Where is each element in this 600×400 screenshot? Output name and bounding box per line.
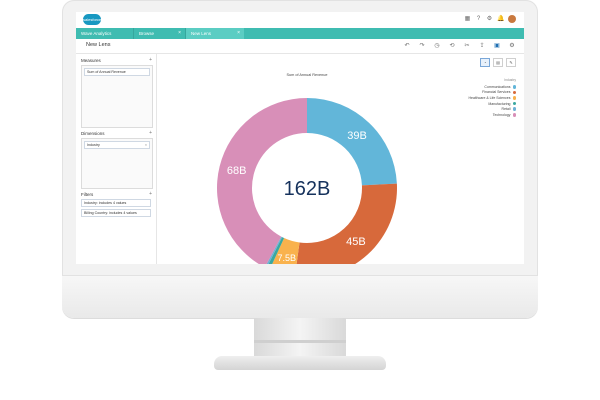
chart-view-toggle: ◔ ▤ ✎ (480, 58, 516, 67)
app-launcher-icon[interactable]: ▦ (464, 15, 471, 22)
filter-label: Industry: includes 4 values (84, 201, 127, 205)
dashboard-icon[interactable]: ▣ (494, 43, 500, 49)
legend-item[interactable]: Manufacturing (454, 101, 516, 107)
measure-pill[interactable]: Sum of Annual Revenue (84, 68, 150, 76)
legend-item[interactable]: Healthcare & Life Sciences (454, 95, 516, 101)
slice-data-label: 7.5B (278, 253, 297, 263)
legend-label: Communications (484, 84, 511, 89)
donut-slice[interactable] (307, 98, 397, 186)
add-measure-icon[interactable]: + (149, 57, 152, 63)
filters-heading: Filters (81, 192, 94, 197)
legend-swatch (512, 101, 516, 106)
tab-label: Browse (139, 31, 155, 36)
query-panel: Measures + Sum of Annual Revenue Dimensi… (76, 54, 157, 264)
center-total-label: 162B (284, 178, 331, 200)
legend-label: Retail (501, 107, 511, 112)
avatar[interactable] (508, 15, 516, 23)
filter-pill[interactable]: Industry: includes 4 values (81, 199, 151, 207)
settings-icon[interactable]: ⚙ (509, 43, 515, 49)
legend-label: Technology (492, 112, 511, 117)
filter-label: Billing Country: includes 4 values (84, 211, 137, 215)
remove-icon[interactable]: × (144, 143, 147, 147)
add-filter-icon[interactable]: + (149, 191, 152, 197)
slice-data-label: 45B (346, 236, 366, 248)
close-icon[interactable]: × (178, 30, 181, 36)
donut-slice[interactable] (266, 237, 285, 264)
measure-label: Sum of Annual Revenue (87, 70, 126, 74)
monitor-neck (254, 318, 346, 358)
global-header: salesforce ▦ ? ⚙ 🔔 (76, 12, 524, 29)
chart-legend: Industry Communications Financial Service… (454, 78, 516, 118)
chart-area: ◔ ▤ ✎ Sum of Annual Revenue Industry Com… (157, 54, 524, 264)
legend-label: Healthcare & Life Sciences (468, 95, 511, 100)
donut-slice[interactable] (265, 236, 283, 264)
lens-toolbar: ↶ ↷ ◷ ⟲ ✂ ⇪ ▣ ⚙ (403, 42, 516, 50)
redo-icon[interactable]: ↷ (419, 43, 425, 49)
tab-label: New Lens (191, 31, 212, 36)
page-title: New Lens (86, 42, 111, 48)
legend-label: Manufacturing (488, 101, 511, 106)
reset-icon[interactable]: ⟲ (449, 43, 455, 49)
clip-icon[interactable]: ✂ (464, 43, 470, 49)
legend-swatch (512, 107, 516, 111)
history-icon[interactable]: ◷ (434, 43, 440, 49)
close-icon[interactable]: × (237, 30, 240, 36)
monitor-chin (62, 276, 538, 318)
monitor-neck-ring (254, 340, 346, 343)
dimension-pill[interactable]: Industry × (84, 141, 150, 149)
legend-swatch (512, 113, 516, 117)
undo-icon[interactable]: ↶ (404, 43, 410, 49)
salesforce-logo: salesforce (83, 14, 101, 25)
legend-item[interactable]: Retail (454, 106, 516, 112)
bell-icon[interactable]: 🔔 (497, 15, 505, 22)
lens-header: New Lens ↶ ↷ ◷ ⟲ ✂ ⇪ ▣ ⚙ (76, 39, 524, 54)
legend-title: Industry (504, 78, 516, 82)
add-dimension-icon[interactable]: + (149, 130, 152, 136)
chart-view-icon[interactable]: ◔ (480, 58, 490, 67)
tab-wave-analytics[interactable]: Wave Analytics (76, 28, 134, 39)
legend-item[interactable]: Technology (454, 112, 516, 118)
legend-items: Communications Financial Services Healthca… (454, 84, 516, 118)
dimensions-heading: Dimensions (81, 131, 105, 136)
chart-title: Sum of Annual Revenue (286, 73, 328, 77)
donut-slice[interactable] (270, 238, 300, 264)
slice-data-label: 68B (227, 165, 247, 177)
gear-icon[interactable]: ⚙ (486, 15, 493, 22)
tab-bar: Wave Analytics Browse × New Lens × (76, 28, 524, 39)
legend-label: Financial Services (482, 90, 511, 95)
filters-box: Industry: includes 4 values Billing Coun… (81, 199, 151, 219)
tab-label: Wave Analytics (81, 31, 112, 36)
screen: salesforce ▦ ? ⚙ 🔔 Wave Analytics Browse… (76, 12, 524, 264)
measures-heading: Measures (81, 58, 101, 63)
legend-swatch (512, 85, 516, 89)
legend-swatch (512, 90, 516, 95)
global-actions: ▦ ? ⚙ 🔔 (464, 15, 516, 23)
help-icon[interactable]: ? (476, 15, 481, 22)
table-view-icon[interactable]: ▤ (493, 58, 503, 67)
legend-item[interactable]: Communications (454, 84, 516, 90)
dimension-label: Industry (87, 143, 100, 147)
donut-slice[interactable] (217, 98, 307, 264)
measures-box[interactable]: Sum of Annual Revenue (81, 65, 153, 128)
tab-browse[interactable]: Browse × (134, 28, 186, 39)
legend-swatch (512, 96, 516, 100)
filter-pill[interactable]: Billing Country: includes 4 values (81, 209, 151, 217)
donut-chart: 39B 45B 7.5B 68B 162B (217, 98, 397, 264)
legend-item[interactable]: Financial Services (454, 90, 516, 96)
dimensions-box[interactable]: Industry × (81, 138, 153, 189)
share-icon[interactable]: ⇪ (479, 43, 485, 49)
tab-new-lens[interactable]: New Lens × (186, 28, 244, 39)
donut-slice[interactable] (295, 183, 397, 264)
slice-data-label: 39B (347, 130, 367, 142)
monitor-foot (214, 356, 386, 370)
saql-view-icon[interactable]: ✎ (506, 58, 516, 67)
